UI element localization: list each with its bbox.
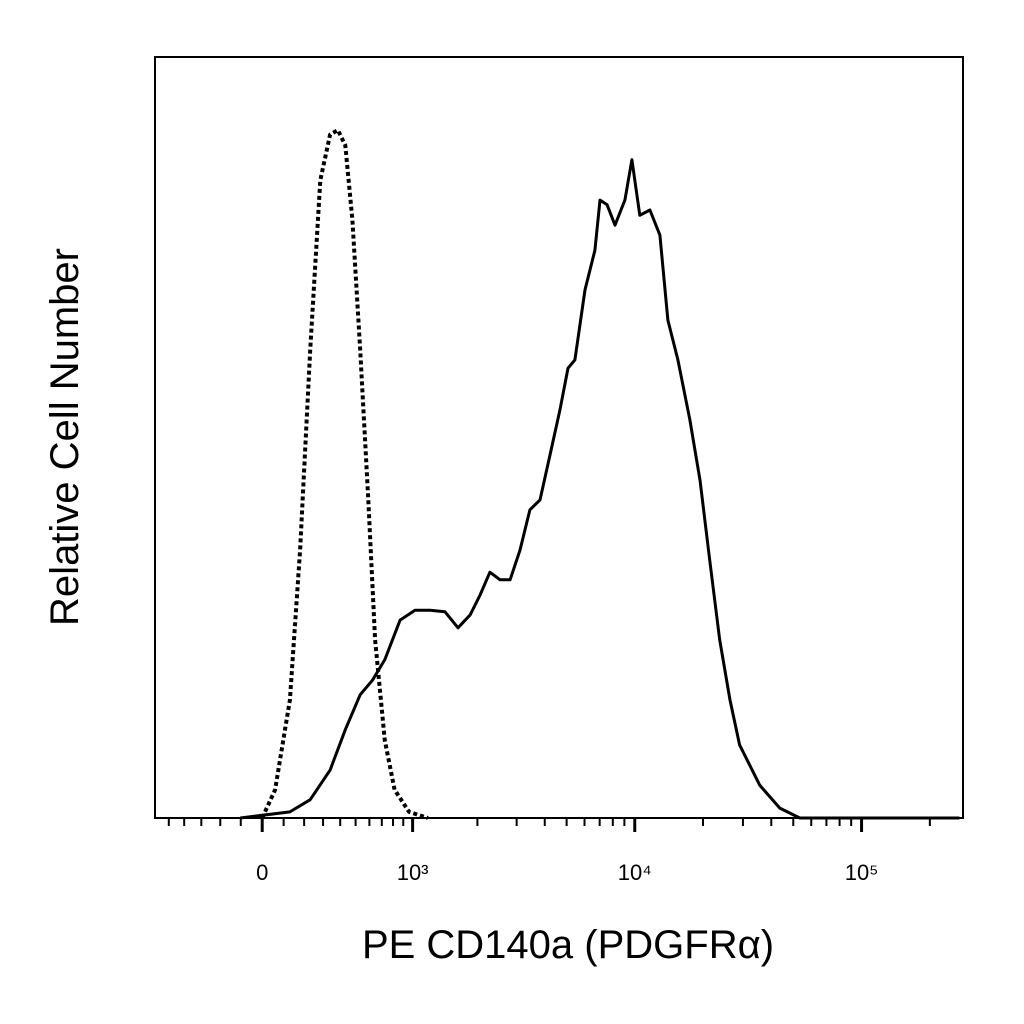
x-tick-label: 0 xyxy=(256,860,268,885)
x-axis-label: PE CD140a (PDGFRα) xyxy=(362,923,774,967)
x-tick-label: 10⁴ xyxy=(618,860,652,885)
y-axis-label: Relative Cell Number xyxy=(43,248,87,626)
histogram-line xyxy=(240,158,960,820)
x-tick-label: 10⁵ xyxy=(845,860,879,885)
histogram-line xyxy=(260,128,429,820)
plot-frame xyxy=(154,56,964,819)
x-tick-label: 10³ xyxy=(397,860,429,885)
